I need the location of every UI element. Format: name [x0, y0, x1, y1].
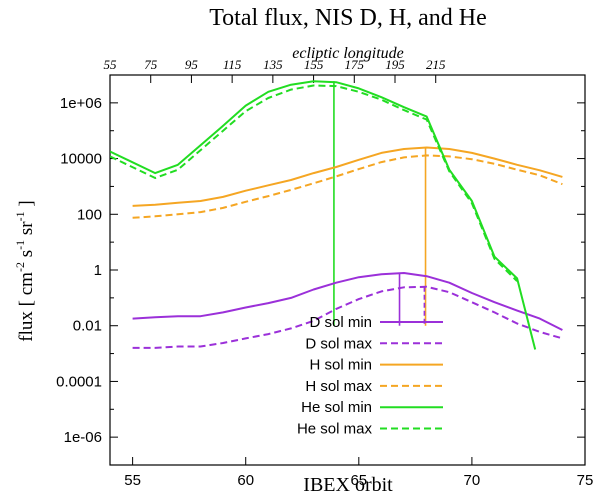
x-axis-label: IBEX orbit — [303, 474, 393, 496]
x-tick-label: 75 — [577, 472, 594, 489]
x2-axis-label: ecliptic longitude — [292, 45, 404, 62]
x-tick-label: 60 — [237, 472, 254, 489]
y-tick-label: 1e-06 — [64, 429, 102, 446]
series-line — [110, 84, 518, 282]
series-line — [110, 80, 537, 350]
y-tick-label: 10000 — [60, 151, 102, 168]
y-tick-label: 1e+06 — [60, 95, 102, 112]
legend-label: He sol min — [301, 399, 372, 416]
legend-label: H sol min — [309, 357, 372, 374]
x2-tick-label: 135 — [263, 57, 283, 72]
x2-tick-label: 155 — [304, 57, 324, 72]
series-line — [132, 272, 563, 331]
chart-title: Total flux, NIS D, H, and He — [209, 5, 487, 31]
x-tick-label: 65 — [350, 472, 367, 489]
x-tick-label: 55 — [124, 472, 141, 489]
x2-tick-label: 95 — [185, 57, 199, 72]
x-tick-label: 70 — [464, 472, 481, 489]
x2-tick-label: 195 — [385, 57, 405, 72]
x2-tick-label: 55 — [104, 57, 118, 72]
y-tick-label: 100 — [77, 206, 102, 223]
y-tick-label: 1 — [94, 262, 102, 279]
series-line — [132, 146, 563, 207]
y-tick-label: 0.0001 — [56, 373, 102, 390]
y-tick-label: 0.01 — [73, 318, 102, 335]
y-axis-label: flux [ cm-2 s-1 sr-1 ] — [13, 200, 37, 341]
x2-tick-label: 115 — [223, 57, 242, 72]
series-line — [132, 154, 563, 219]
legend-label: H sol max — [305, 378, 372, 395]
x2-tick-label: 175 — [345, 57, 365, 72]
legend-label: D sol min — [309, 314, 372, 331]
x2-tick-label: 215 — [426, 57, 446, 72]
x2-tick-label: 75 — [144, 57, 158, 72]
series-line — [132, 285, 563, 349]
legend-label: D sol max — [305, 335, 372, 352]
legend-label: He sol max — [297, 421, 373, 438]
